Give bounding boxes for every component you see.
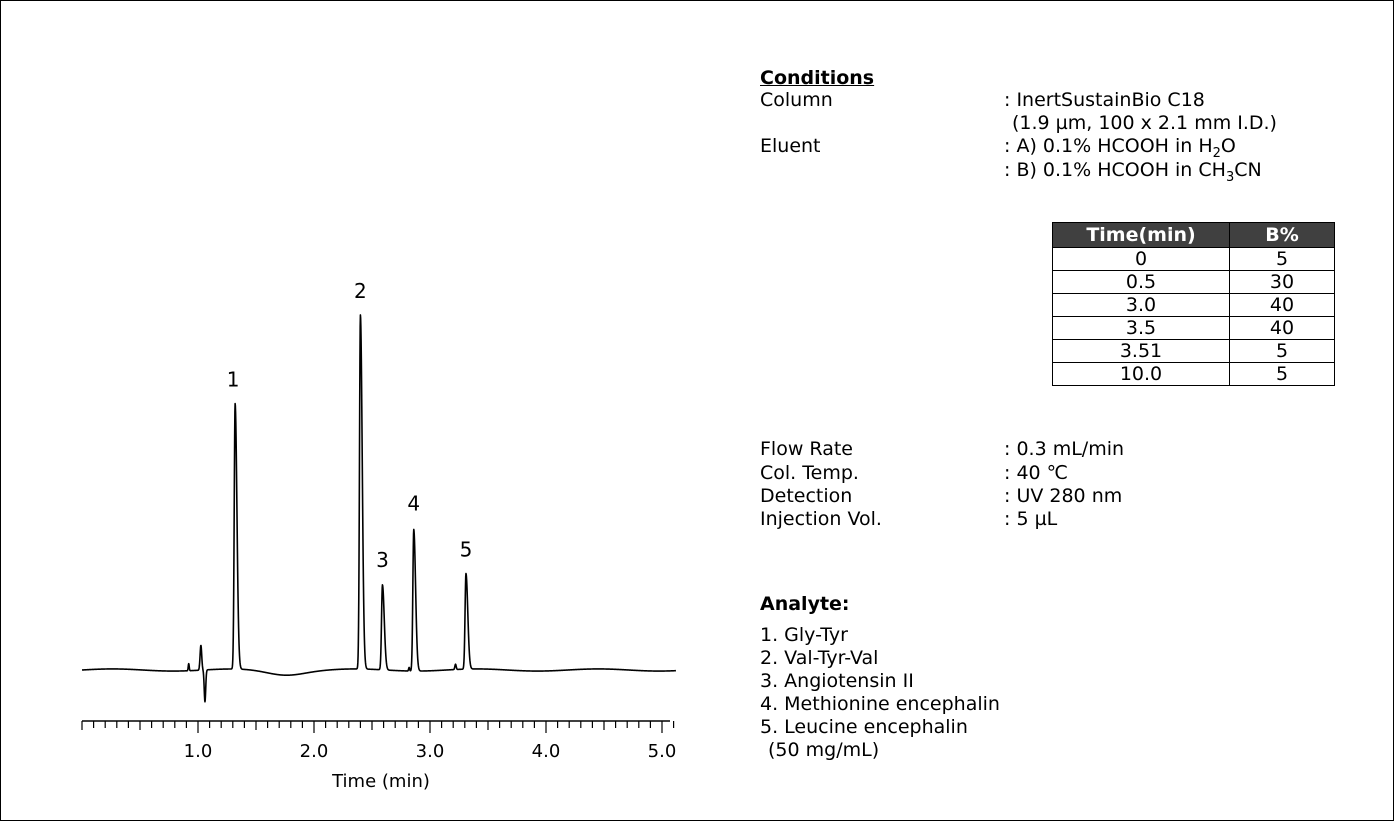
chromatogram-trace: [81, 314, 677, 703]
gradient-cell: 5: [1229, 247, 1335, 271]
conditions-panel: Conditions Column : InertSustainBio C18 …: [752, 0, 1392, 821]
peak-label-5: 5: [460, 537, 473, 561]
gradient-cell: 40: [1229, 316, 1335, 340]
analyte-item: 2. Val-Tyr-Val: [760, 647, 879, 669]
flow-value: : 0.3 mL/min: [1004, 438, 1125, 460]
eluent-b: : B) 0.1% HCOOH in CH3CN: [1004, 159, 1262, 185]
gradient-header-row: Time(min) B%: [1052, 222, 1335, 248]
conditions-heading: Conditions: [760, 67, 875, 89]
column-value: : InertSustainBio C18: [1004, 89, 1205, 111]
analyte-concentration: (50 mg/mL): [768, 739, 880, 761]
detection-label: Detection: [760, 485, 853, 507]
peak-label-4: 4: [407, 491, 420, 515]
gradient-cell: 5: [1229, 339, 1335, 363]
gradient-row: 3.5 40: [1052, 316, 1335, 340]
flow-label: Flow Rate: [760, 438, 853, 460]
gradient-cell: 0: [1052, 247, 1230, 271]
analyte-item: 5. Leucine encephalin: [760, 716, 968, 738]
analyte-item: 4. Methionine encephalin: [760, 693, 1000, 715]
gradient-row: 3.0 40: [1052, 293, 1335, 317]
gradient-row: 0.5 30: [1052, 270, 1335, 294]
analyte-item: 3. Angiotensin II: [760, 670, 914, 692]
eluent-label: Eluent: [760, 135, 821, 157]
x-tick-label: 4.0: [532, 741, 561, 762]
gradient-row: 3.51 5: [1052, 339, 1335, 363]
analyte-item: 1. Gly-Tyr: [760, 624, 848, 646]
gradient-header-time: Time(min): [1052, 222, 1230, 248]
column-value-2: (1.9 µm, 100 x 2.1 mm I.D.): [1012, 112, 1277, 134]
temp-label: Col. Temp.: [760, 462, 859, 484]
analyte-heading: Analyte:: [760, 593, 850, 615]
gradient-cell: 0.5: [1052, 270, 1230, 294]
x-tick-label: 2.0: [300, 741, 329, 762]
x-axis-label: Time (min): [331, 771, 430, 792]
injection-value: : 5 µL: [1004, 508, 1058, 530]
chromatogram: 1 2 3 4 5 1.0 2.0 3.0 4.0 5.0 Time (min): [81, 279, 677, 792]
gradient-cell: 3.0: [1052, 293, 1230, 317]
temp-value: : 40 ℃: [1004, 462, 1068, 484]
peak-label-3: 3: [376, 548, 389, 572]
injection-label: Injection Vol.: [760, 508, 882, 530]
gradient-row: 10.0 5: [1052, 362, 1335, 386]
eluent-a: : A) 0.1% HCOOH in H2O: [1004, 135, 1236, 161]
x-tick-label: 1.0: [184, 741, 213, 762]
gradient-cell: 30: [1229, 270, 1335, 294]
x-tick-label: 3.0: [416, 741, 445, 762]
gradient-cell: 40: [1229, 293, 1335, 317]
gradient-header-b: B%: [1229, 222, 1335, 248]
column-label: Column: [760, 89, 833, 111]
detection-value: : UV 280 nm: [1004, 485, 1123, 507]
x-tick-label: 5.0: [648, 741, 677, 762]
gradient-cell: 5: [1229, 362, 1335, 386]
gradient-cell: 3.51: [1052, 339, 1230, 363]
peak-label-1: 1: [227, 368, 240, 392]
peak-label-2: 2: [354, 279, 367, 303]
gradient-cell: 3.5: [1052, 316, 1230, 340]
gradient-cell: 10.0: [1052, 362, 1230, 386]
